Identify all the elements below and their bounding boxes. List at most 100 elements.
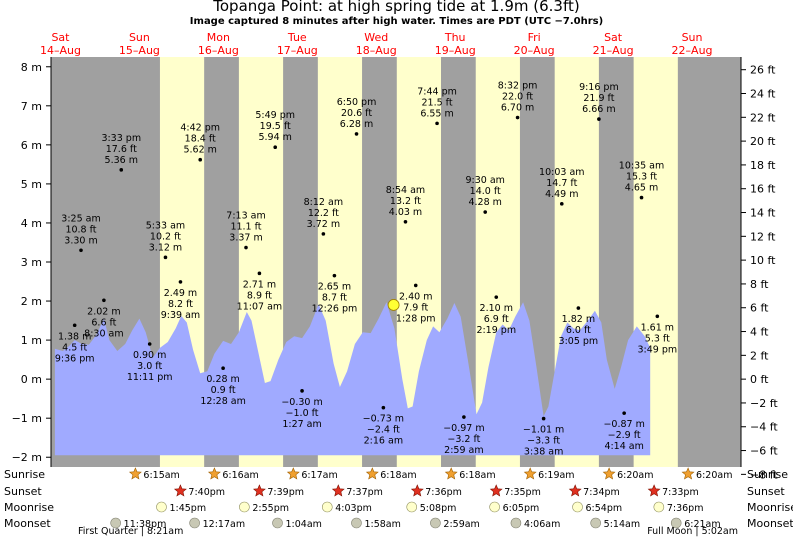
- tide-label: −0.73 m: [363, 414, 404, 425]
- tide-point: [381, 405, 386, 410]
- right-tick-label: 2 ft: [750, 349, 769, 362]
- left-tick-label: −1 m: [12, 412, 42, 425]
- right-tick-label: −2 ft: [750, 397, 778, 410]
- tide-label: 2.71 m: [243, 279, 276, 290]
- tide-point: [119, 168, 124, 172]
- moonrise-icon: [239, 501, 250, 513]
- left-tick-label: 6 m: [21, 139, 42, 152]
- right-tick-label: 24 ft: [750, 88, 776, 101]
- tide-point: [483, 210, 488, 214]
- tide-point: [354, 132, 359, 136]
- tide-point: [515, 115, 520, 120]
- day-of-week-label: Sat: [604, 31, 623, 44]
- tide-label: 1:28 pm: [396, 313, 436, 324]
- day-of-week-label: Fri: [528, 31, 541, 44]
- tide-label: 6.6 ft: [91, 317, 116, 328]
- tide-label: 14.7 ft: [546, 178, 577, 189]
- sunrise-icon: [128, 467, 142, 480]
- tide-label: 2.65 m: [318, 282, 351, 293]
- tide-label: −2.9 ft: [608, 430, 641, 441]
- tide-label: 6:50 pm: [337, 97, 377, 108]
- tide-label: 4.03 m: [389, 207, 422, 218]
- tide-label: 5.62 m: [183, 145, 216, 156]
- tide-label: 21.9 ft: [583, 93, 614, 104]
- tide-label: 17.6 ft: [106, 144, 137, 155]
- moonset-icon: [110, 517, 121, 529]
- sunset-time: 7:36pm: [425, 487, 462, 498]
- right-tick-label: −6 ft: [750, 445, 778, 458]
- tide-label: 2:16 am: [364, 436, 403, 447]
- tide-label: 1.61 m: [641, 322, 674, 333]
- tide-label: 19.5 ft: [260, 121, 291, 132]
- sunset-icon: [647, 484, 661, 497]
- moonset-time: 1:58am: [364, 519, 400, 530]
- tide-label: 9:36 pm: [55, 353, 95, 364]
- tide-point: [72, 323, 77, 328]
- moonset-icon: [510, 517, 522, 529]
- sunset-icon: [331, 484, 345, 497]
- left-tick-label: 7 m: [21, 100, 42, 113]
- tide-label: 14.0 ft: [470, 186, 501, 197]
- moonset-time: 12:17am: [203, 519, 245, 530]
- tide-label: −0.30 m: [281, 397, 322, 408]
- tide-point: [102, 298, 106, 303]
- tide-label: 4.65 m: [625, 183, 658, 194]
- tide-label: 9:30 am: [465, 175, 504, 186]
- tide-point: [198, 157, 203, 162]
- tide-label: 1.38 m: [58, 331, 91, 342]
- tide-label: 13.2 ft: [390, 196, 421, 207]
- row-label-right: Moonset: [747, 517, 793, 530]
- tide-label: 6.0 ft: [566, 325, 591, 336]
- date-label: 20–Aug: [514, 44, 555, 57]
- sunrise-icon: [286, 467, 300, 480]
- sunrise-icon: [681, 467, 695, 480]
- row-label-left: Sunset: [4, 485, 42, 498]
- date-label: 15–Aug: [119, 44, 160, 57]
- tide-label: 8.9 ft: [247, 290, 272, 301]
- moonset-icon: [272, 517, 283, 529]
- tide-label: 11.1 ft: [230, 222, 261, 233]
- tide-point: [79, 248, 83, 253]
- moonset-time: 6:21am: [684, 519, 720, 530]
- tide-label: 3.37 m: [229, 233, 262, 244]
- moonset-icon: [590, 517, 601, 529]
- tide-label: −1.0 ft: [286, 408, 319, 419]
- astro-footer: Sunrise Sunrise Sunset Sunset Moonrise Moonri…: [4, 467, 793, 537]
- tide-label: 1.82 m: [562, 314, 595, 325]
- date-label: 22–Aug: [672, 44, 713, 57]
- sunrise-icon: [523, 467, 537, 480]
- moonset-time: 5:14am: [604, 519, 640, 530]
- tide-label: 0.28 m: [206, 374, 239, 385]
- tide-label: 5.94 m: [258, 132, 291, 143]
- tide-label: 0.9 ft: [211, 385, 236, 396]
- chart-title: Topanga Point: at high spring tide at 1.…: [213, 0, 580, 15]
- right-tick-label: 12 ft: [750, 230, 776, 243]
- tide-label: 7:44 pm: [417, 86, 457, 97]
- moonrise-icon: [156, 501, 167, 513]
- sunrise-time: 6:19am: [538, 470, 574, 481]
- tide-label: 2:59 am: [444, 445, 483, 456]
- chart-subtitle: Image captured 8 minutes after high wate…: [189, 16, 604, 27]
- tide-label: 6.70 m: [501, 103, 534, 114]
- moonset-time: 2:59am: [443, 519, 479, 530]
- sunset-time: 7:33pm: [662, 487, 699, 498]
- tide-label: 3.30 m: [64, 235, 97, 246]
- tide-point: [244, 245, 248, 250]
- left-tick-label: 5 m: [21, 178, 42, 191]
- day-of-week-label: Mon: [207, 31, 230, 44]
- tide-point: [494, 295, 499, 299]
- tide-point: [300, 389, 304, 393]
- sunset-icon: [173, 484, 187, 497]
- tide-point: [332, 273, 337, 278]
- tide-point: [321, 232, 326, 236]
- row-label-left: Moonset: [4, 517, 51, 530]
- left-tick-label: 3 m: [21, 256, 42, 269]
- tide-label: 4.49 m: [545, 189, 578, 200]
- row-label-right: Sunrise: [747, 468, 788, 481]
- tide-label: 3:05 pm: [559, 336, 599, 347]
- sunset-time: 7:40pm: [188, 487, 225, 498]
- tide-label: 5.36 m: [105, 155, 138, 166]
- tide-label: 5.3 ft: [645, 333, 670, 344]
- right-tick-label: 20 ft: [750, 135, 776, 148]
